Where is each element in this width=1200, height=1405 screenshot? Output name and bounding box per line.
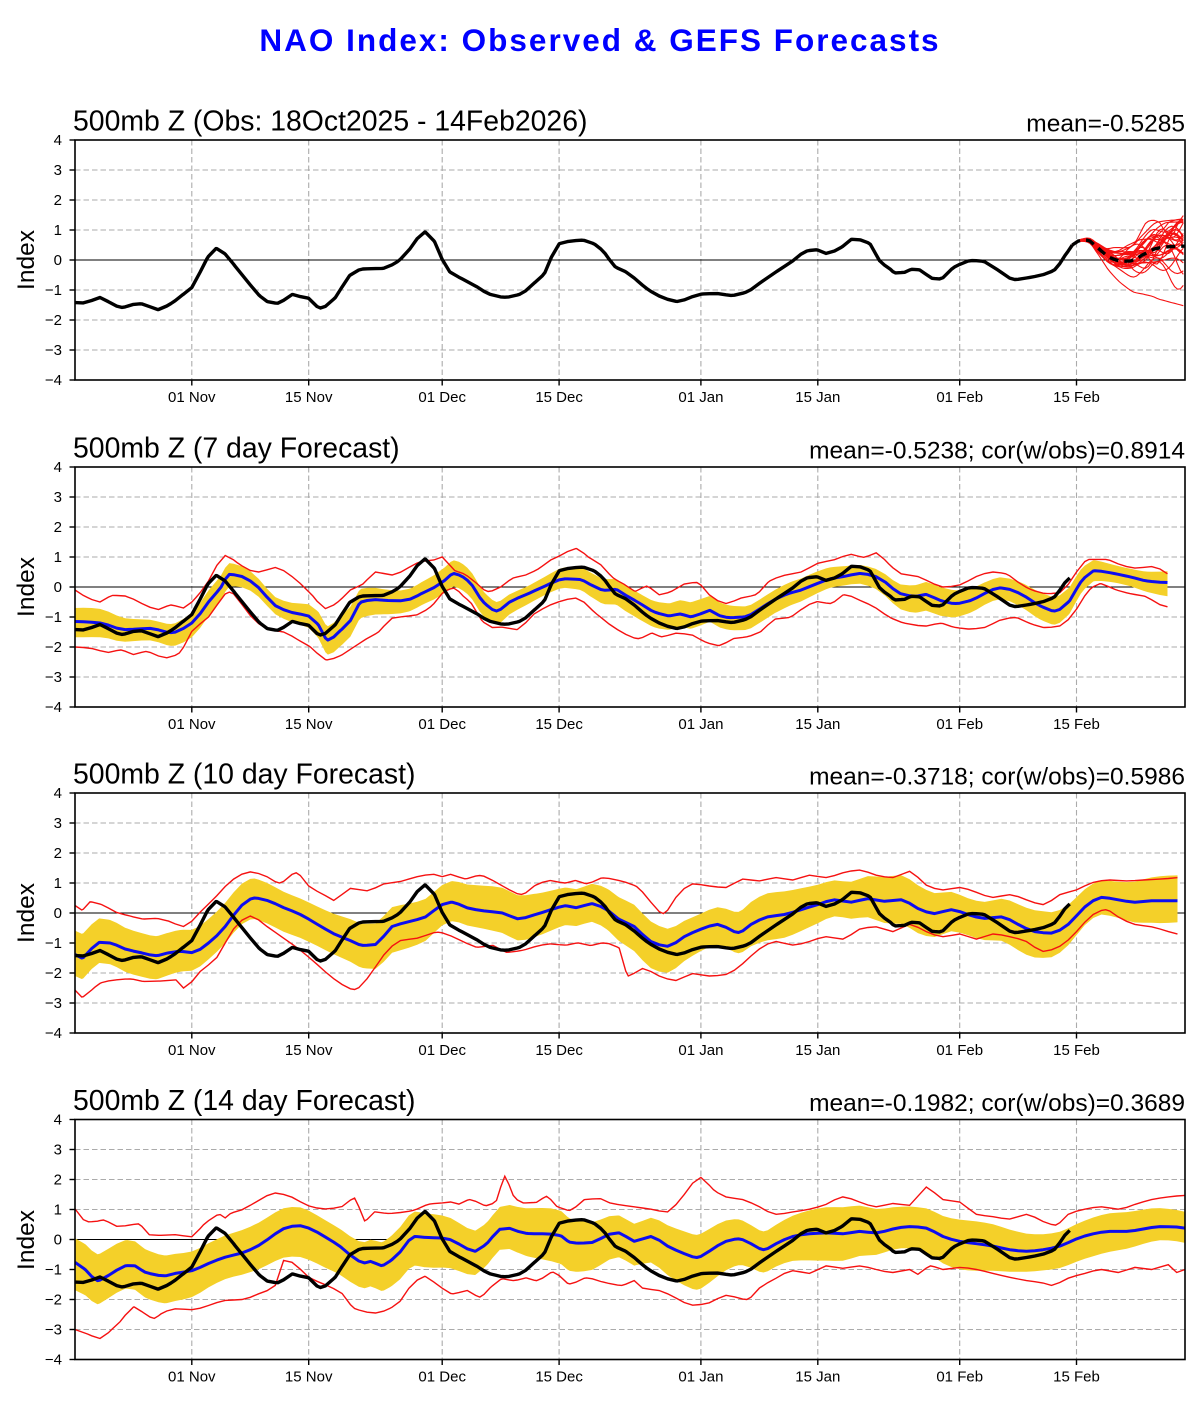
svg-text:01 Dec: 01 Dec: [418, 1369, 466, 1386]
svg-text:−4: −4: [45, 1352, 62, 1369]
svg-text:500mb Z (10 day Forecast): 500mb Z (10 day Forecast): [73, 759, 415, 791]
svg-text:01 Nov: 01 Nov: [168, 1369, 216, 1386]
svg-text:3: 3: [54, 1142, 62, 1159]
svg-text:−4: −4: [45, 1025, 62, 1042]
svg-text:Index: Index: [13, 557, 40, 617]
svg-text:Index: Index: [13, 1210, 40, 1270]
svg-text:15 Jan: 15 Jan: [795, 1369, 840, 1386]
svg-text:mean=-0.1982; cor(w/obs)=0.368: mean=-0.1982; cor(w/obs)=0.3689: [809, 1090, 1185, 1117]
svg-text:Index: Index: [13, 230, 40, 290]
svg-text:01 Jan: 01 Jan: [678, 1042, 723, 1059]
svg-text:01 Feb: 01 Feb: [936, 716, 983, 733]
svg-text:−4: −4: [45, 699, 62, 716]
svg-text:500mb Z (Obs: 18Oct2025 - 14Fe: 500mb Z (Obs: 18Oct2025 - 14Feb2026): [73, 106, 587, 138]
svg-text:NAO Index: Observed & GEFS For: NAO Index: Observed & GEFS Forecasts: [259, 22, 940, 58]
svg-text:500mb Z (14 day Forecast): 500mb Z (14 day Forecast): [73, 1085, 415, 1117]
svg-text:2: 2: [54, 845, 62, 862]
svg-text:−3: −3: [45, 342, 62, 359]
svg-text:1: 1: [54, 875, 62, 892]
svg-text:−3: −3: [45, 669, 62, 686]
svg-text:−3: −3: [45, 1322, 62, 1339]
svg-text:4: 4: [54, 785, 62, 802]
svg-text:15 Jan: 15 Jan: [795, 389, 840, 406]
svg-text:15 Feb: 15 Feb: [1053, 1369, 1100, 1386]
svg-text:01 Feb: 01 Feb: [936, 1369, 983, 1386]
svg-text:mean=-0.5285: mean=-0.5285: [1026, 111, 1185, 138]
svg-text:4: 4: [54, 459, 62, 476]
svg-text:01 Jan: 01 Jan: [678, 716, 723, 733]
svg-text:15 Nov: 15 Nov: [285, 716, 333, 733]
svg-text:0: 0: [54, 579, 62, 596]
svg-text:3: 3: [54, 489, 62, 506]
svg-text:1: 1: [54, 222, 62, 239]
svg-text:3: 3: [54, 162, 62, 179]
svg-text:−2: −2: [45, 639, 62, 656]
svg-text:−1: −1: [45, 609, 62, 626]
svg-text:4: 4: [54, 132, 62, 149]
svg-text:mean=-0.3718; cor(w/obs)=0.598: mean=-0.3718; cor(w/obs)=0.5986: [809, 764, 1185, 791]
svg-text:−2: −2: [45, 312, 62, 329]
svg-text:Index: Index: [13, 883, 40, 943]
svg-text:01 Feb: 01 Feb: [936, 389, 983, 406]
svg-text:01 Dec: 01 Dec: [418, 389, 466, 406]
svg-text:2: 2: [54, 519, 62, 536]
svg-text:15 Dec: 15 Dec: [535, 1042, 583, 1059]
svg-text:15 Feb: 15 Feb: [1053, 716, 1100, 733]
svg-text:01 Nov: 01 Nov: [168, 389, 216, 406]
svg-text:15 Dec: 15 Dec: [535, 389, 583, 406]
svg-text:2: 2: [54, 1172, 62, 1189]
svg-text:−4: −4: [45, 372, 62, 389]
svg-text:01 Jan: 01 Jan: [678, 389, 723, 406]
svg-text:−1: −1: [45, 935, 62, 952]
svg-text:01 Dec: 01 Dec: [418, 1042, 466, 1059]
svg-text:15 Feb: 15 Feb: [1053, 389, 1100, 406]
svg-text:1: 1: [54, 549, 62, 566]
svg-text:01 Feb: 01 Feb: [936, 1042, 983, 1059]
svg-text:15 Nov: 15 Nov: [285, 1042, 333, 1059]
svg-text:0: 0: [54, 1232, 62, 1249]
svg-text:15 Dec: 15 Dec: [535, 716, 583, 733]
svg-text:3: 3: [54, 815, 62, 832]
svg-text:500mb Z (7 day Forecast): 500mb Z (7 day Forecast): [73, 433, 400, 465]
svg-text:01 Nov: 01 Nov: [168, 1042, 216, 1059]
svg-text:4: 4: [54, 1112, 62, 1129]
svg-text:−1: −1: [45, 282, 62, 299]
svg-text:15 Jan: 15 Jan: [795, 1042, 840, 1059]
svg-text:2: 2: [54, 192, 62, 209]
svg-text:1: 1: [54, 1202, 62, 1219]
svg-text:15 Feb: 15 Feb: [1053, 1042, 1100, 1059]
svg-text:0: 0: [54, 905, 62, 922]
svg-text:01 Nov: 01 Nov: [168, 716, 216, 733]
svg-text:−1: −1: [45, 1262, 62, 1279]
svg-text:15 Jan: 15 Jan: [795, 716, 840, 733]
svg-text:−2: −2: [45, 965, 62, 982]
svg-text:0: 0: [54, 252, 62, 269]
svg-text:−3: −3: [45, 995, 62, 1012]
svg-text:15 Dec: 15 Dec: [535, 1369, 583, 1386]
svg-text:01 Jan: 01 Jan: [678, 1369, 723, 1386]
svg-text:mean=-0.5238; cor(w/obs)=0.891: mean=-0.5238; cor(w/obs)=0.8914: [809, 438, 1185, 465]
svg-text:15 Nov: 15 Nov: [285, 1369, 333, 1386]
svg-text:01 Dec: 01 Dec: [418, 716, 466, 733]
svg-text:15 Nov: 15 Nov: [285, 389, 333, 406]
svg-text:−2: −2: [45, 1292, 62, 1309]
